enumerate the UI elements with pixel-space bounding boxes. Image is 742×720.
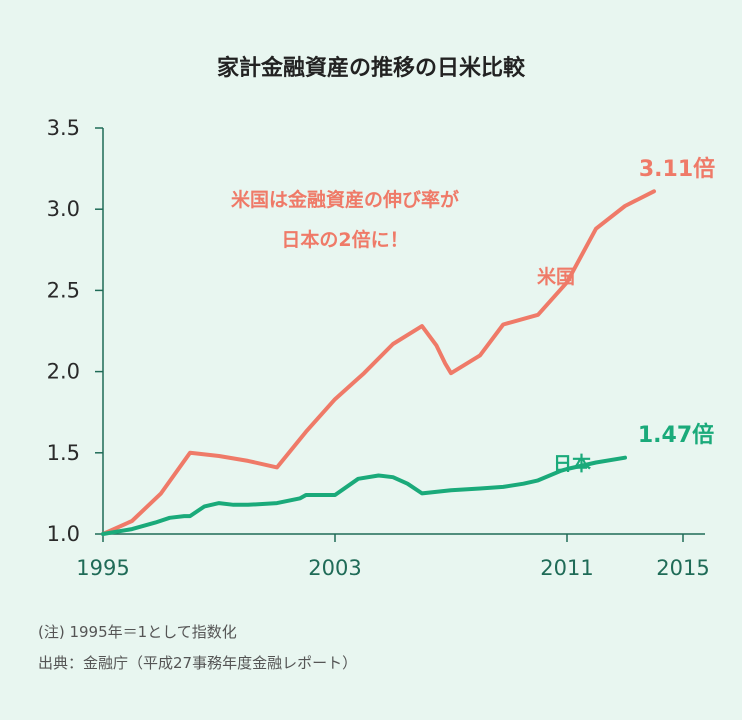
- annotation-line-1: 米国は金融資産の伸び率が: [231, 188, 459, 211]
- y-tick-label: 1.5: [47, 441, 80, 465]
- series-line-japan: [101, 455, 627, 536]
- annotation-line-2: 日本の2倍に！: [281, 228, 408, 251]
- axes: 1.0 1.5 2.0 2.5 3.0 3.5 1995 2003 2011 2015: [47, 116, 710, 580]
- y-tick-label: 3.5: [47, 116, 80, 140]
- y-tick-label: 1.0: [47, 522, 80, 546]
- x-tick-label: 2011: [540, 556, 593, 580]
- legend-label-us: 米国: [537, 265, 575, 288]
- end-label-us: 3.11倍: [639, 156, 715, 182]
- series-line-us: [101, 189, 656, 536]
- y-tick-label: 2.0: [47, 360, 80, 384]
- y-tick-label: 3.0: [47, 197, 80, 221]
- x-tick-label: 2015: [656, 556, 709, 580]
- end-label-japan: 1.47倍: [638, 422, 714, 448]
- y-tick-label: 2.5: [47, 278, 80, 302]
- series-lines: [101, 189, 656, 536]
- note-text: (注) 1995年＝1として指数化: [38, 623, 237, 641]
- source-text: 出典：金融庁（平成27事務年度金融レポート）: [38, 654, 357, 672]
- legend-label-japan: 日本: [553, 452, 591, 475]
- x-tick-label: 1995: [76, 556, 129, 580]
- chart-title: 家計金融資産の推移の日米比較: [217, 55, 526, 81]
- x-tick-label: 2003: [308, 556, 361, 580]
